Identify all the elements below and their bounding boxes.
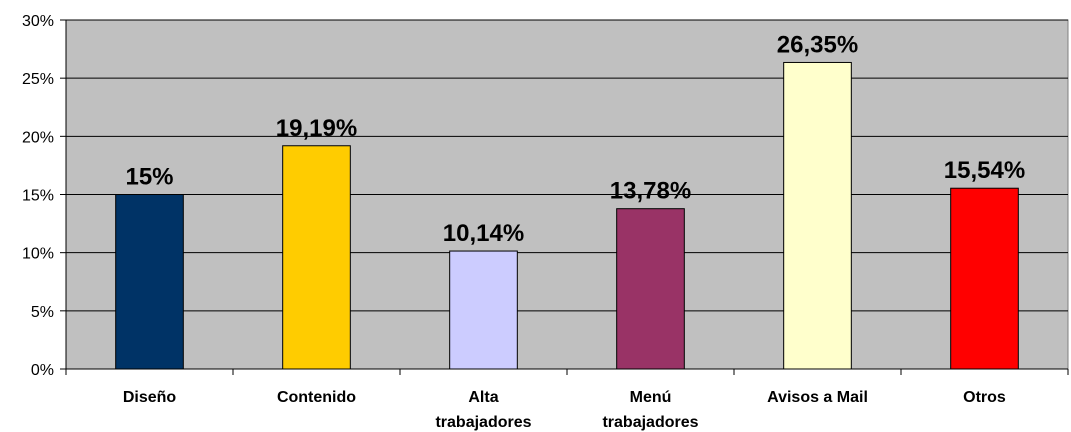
category-label: trabajadores: [435, 414, 531, 431]
bar: [282, 145, 351, 370]
y-tick-label: 10%: [22, 246, 54, 263]
data-label: 10,14%: [443, 220, 524, 247]
bar: [783, 61, 852, 370]
bar: [115, 194, 184, 370]
category-label: Avisos a Mail: [767, 389, 868, 406]
data-label: 19,19%: [276, 115, 357, 142]
gridlines: [66, 19, 1068, 312]
category-label: Contenido: [277, 389, 356, 406]
y-tick-label: 20%: [22, 129, 54, 146]
y-tick-label: 25%: [22, 71, 54, 88]
y-tick-label: 30%: [22, 13, 54, 30]
y-tick-label: 5%: [31, 304, 54, 321]
bar: [616, 208, 685, 370]
bars: [115, 61, 1019, 370]
y-tick-label: 15%: [22, 188, 54, 205]
category-label: Alta: [468, 389, 498, 406]
data-label: 15%: [125, 164, 173, 191]
data-label: 15,54%: [944, 157, 1025, 184]
category-label: trabajadores: [602, 414, 698, 431]
category-label: Diseño: [123, 389, 177, 406]
bar: [449, 250, 518, 370]
y-tick-label: 0%: [31, 362, 54, 379]
bar: [950, 187, 1019, 370]
data-labels: 15% 19,19% 10,14% 13,78% 26,35% 15,54%: [125, 31, 1025, 247]
data-label: 26,35%: [777, 31, 858, 58]
data-label: 13,78%: [610, 178, 691, 205]
category-label: Otros: [963, 389, 1006, 406]
y-axis-ticks: 0% 5% 10% 15% 20% 25% 30%: [22, 13, 66, 379]
category-label: Menú: [630, 389, 672, 406]
x-axis-labels: Diseño Contenido Alta trabajadores Menú traba…: [123, 389, 1006, 431]
